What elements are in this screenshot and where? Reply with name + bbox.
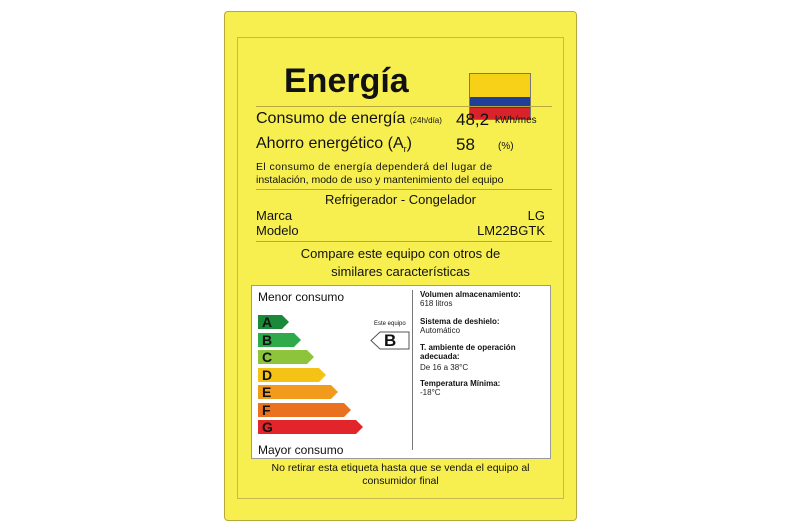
energy-class-e: E <box>258 385 339 399</box>
divider <box>412 290 413 450</box>
info-volumen: Volumen almacenamiento: 618 litros <box>420 290 521 308</box>
energy-class-f: F <box>258 402 350 417</box>
info-deshielo: Sistema de deshielo: Automático <box>420 317 500 335</box>
info-temp-min: Temperatura Mínima: -18°C <box>420 379 501 397</box>
footer-note: No retirar esta etiqueta hasta que se ve… <box>271 462 530 487</box>
colombia-flag-icon <box>469 73 531 120</box>
energy-class-g: G <box>258 420 363 434</box>
pointer-label: Este equipo <box>374 321 406 327</box>
marca-label: Marca <box>256 208 293 223</box>
energy-label: Energía Consumo de energía (24h/día) 48,… <box>224 11 577 521</box>
energy-class-d: D <box>258 367 326 382</box>
energy-class-b: B <box>258 332 302 347</box>
note-line-1: El consumo de energía dependerá del luga… <box>256 161 493 173</box>
consumo-value: 48,2 <box>456 110 490 129</box>
modelo-label: Modelo <box>256 223 299 238</box>
info-ambiente: T. ambiente de operación adecuada: De 16 … <box>420 343 516 372</box>
consumo-unit: kWh/mes <box>495 115 537 126</box>
energy-class-c: C <box>258 350 314 364</box>
compare-text: Compare este equipo con otros de similare… <box>300 246 501 279</box>
marca-value: LG <box>527 208 545 223</box>
energy-class-a: A <box>258 315 289 329</box>
label-frame: Energía Consumo de energía (24h/día) 48,… <box>237 37 564 499</box>
appliance-type: Refrigerador - Congelador <box>324 192 477 207</box>
label-title: Energía <box>284 62 409 100</box>
scale-top-label: Menor consumo <box>258 290 345 304</box>
note-line-2: instalación, modo de uso y mantenimiento… <box>256 174 504 186</box>
modelo-value: LM22BGTK <box>477 223 545 238</box>
rating-letter: B <box>384 331 397 350</box>
scale-bottom-label: Mayor consumo <box>258 443 344 457</box>
rating-pointer: B <box>370 331 410 350</box>
ahorro-unit: (%) <box>498 141 514 152</box>
ahorro-value: 58 <box>456 135 475 154</box>
consumo-row: Consumo de energía (24h/día) <box>256 110 442 128</box>
ahorro-label: Ahorro energético (Ar) <box>256 135 412 155</box>
consumo-label: Consumo de energía <box>256 110 406 127</box>
consumo-note: (24h/día) <box>409 116 442 125</box>
